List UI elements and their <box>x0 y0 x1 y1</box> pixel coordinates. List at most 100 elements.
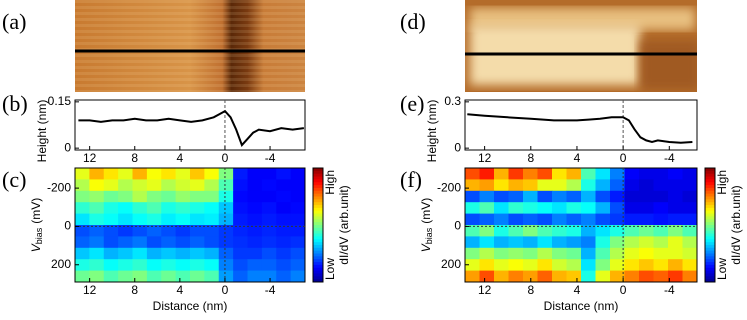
heatmap-cell <box>261 247 277 260</box>
heatmap-cell <box>552 236 567 249</box>
heatmap-cell <box>218 225 234 237</box>
heatmap-cell <box>190 270 205 283</box>
heatmap-cell <box>537 225 553 237</box>
colorbar-swatch <box>313 213 323 217</box>
heatmap-cell <box>103 225 119 237</box>
heatmap-cell <box>595 213 611 226</box>
colorbar-swatch <box>313 219 323 223</box>
heatmap-cell <box>175 202 191 215</box>
heatmap-cell <box>552 179 567 192</box>
panel-label: (e) <box>400 91 424 116</box>
heatmap-cell <box>508 202 524 215</box>
colorbar-swatch <box>705 262 715 266</box>
heatmap-cell <box>523 259 538 272</box>
colorbar-swatch <box>313 279 323 283</box>
heatmap-cell <box>523 270 538 283</box>
heatmap-cell <box>261 168 277 180</box>
heatmap-cell <box>175 236 191 249</box>
heatmap-cell <box>146 179 162 192</box>
heatmap-cell <box>465 225 480 237</box>
colorbar-swatch <box>705 222 715 226</box>
heatmap-cell <box>290 259 306 272</box>
heatmap-cell <box>610 259 625 272</box>
colorbar-swatch <box>313 227 323 232</box>
x-tick-label: 0 <box>620 151 627 165</box>
heatmap-cell <box>537 190 553 203</box>
y-tick-label: 200 <box>441 257 461 271</box>
colorbar-swatch <box>313 225 323 229</box>
colorbar-swatch <box>313 176 323 180</box>
y-tick-label: 0 <box>454 140 461 154</box>
heatmap-cell <box>204 179 220 192</box>
heatmap-cell <box>161 259 177 272</box>
heatmap-cell <box>247 190 263 203</box>
heatmap-cell <box>118 190 133 203</box>
heatmap-cell <box>653 259 669 272</box>
heatmap-cell <box>276 236 292 249</box>
heatmap-cell <box>508 247 524 260</box>
heatmap-cell <box>508 225 524 237</box>
heatmap-cell <box>465 236 480 249</box>
heatmap-cell <box>204 247 220 260</box>
heatmap-cell <box>204 168 220 180</box>
heatmap-cell <box>566 190 582 203</box>
profile-line <box>467 113 693 144</box>
y-axis-label: Height (nm) <box>35 100 49 163</box>
heatmap-cell <box>508 259 524 272</box>
heatmap-cell <box>494 168 509 180</box>
heatmap-cell <box>566 202 582 215</box>
heatmap-cell <box>190 259 205 272</box>
heatmap-cell <box>190 225 205 237</box>
heatmap-cell <box>508 270 524 283</box>
heatmap-cell <box>610 213 625 226</box>
colorbar-swatch <box>313 196 323 200</box>
heatmap-cell <box>624 225 640 237</box>
heatmap-cell <box>132 236 148 249</box>
heatmap-cell <box>465 213 480 226</box>
heatmap-cell <box>190 190 205 203</box>
heatmap-cell <box>610 168 625 180</box>
heatmap-cell <box>668 213 683 226</box>
heatmap-cell <box>290 225 306 237</box>
heatmap-cell <box>132 270 148 283</box>
heatmap-cell <box>132 213 148 226</box>
heatmap-cell <box>261 179 277 192</box>
colorbar-swatch <box>705 253 715 257</box>
heatmap-cell <box>668 247 683 260</box>
x-tick-label: 12 <box>83 283 97 297</box>
heatmap-cell <box>653 179 669 192</box>
heatmap-cell <box>118 179 133 192</box>
colorbar-swatch <box>313 262 323 266</box>
heatmap-cell <box>639 259 654 272</box>
heatmap-cell <box>261 270 277 283</box>
colorbar-swatch <box>313 193 323 197</box>
colorbar-swatch <box>313 259 323 263</box>
heatmap-cell <box>75 259 90 272</box>
heatmap-cell <box>247 213 263 226</box>
colorbar-swatch <box>705 168 715 172</box>
x-tick-label: -4 <box>265 283 276 297</box>
colorbar-swatch <box>705 233 715 237</box>
heatmap-cell <box>89 270 105 283</box>
heatmap-cell <box>537 247 553 260</box>
heatmap-cell <box>494 225 509 237</box>
colorbar-swatch <box>313 205 323 209</box>
heatmap-cell <box>465 190 480 203</box>
heatmap-cell <box>552 190 567 203</box>
heatmap-cell <box>465 259 480 272</box>
heatmap-cell <box>653 270 669 283</box>
heatmap-cell <box>276 270 292 283</box>
heatmap-cell <box>247 202 263 215</box>
heatmap-cell <box>523 190 538 203</box>
heatmap-cell <box>276 225 292 237</box>
heatmap-cell <box>290 236 306 249</box>
heatmap-cell <box>218 247 234 260</box>
heatmap-cell <box>89 225 105 237</box>
heatmap-cell <box>682 259 698 272</box>
colorbar-swatch <box>313 256 323 260</box>
heatmap-cell <box>118 270 133 283</box>
heatmap-cell <box>581 225 596 237</box>
plot-frame <box>74 167 306 283</box>
heatmap-cell <box>653 236 669 249</box>
